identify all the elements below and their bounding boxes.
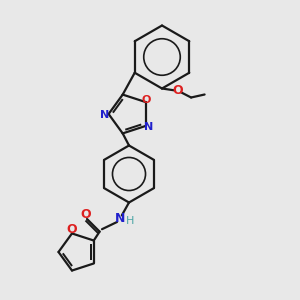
Text: O: O — [80, 208, 91, 221]
Text: N: N — [100, 110, 109, 120]
Text: O: O — [67, 224, 77, 236]
Text: H: H — [126, 216, 135, 226]
Text: N: N — [145, 122, 154, 132]
Text: O: O — [172, 84, 183, 98]
Text: N: N — [115, 212, 125, 226]
Text: O: O — [141, 95, 151, 105]
